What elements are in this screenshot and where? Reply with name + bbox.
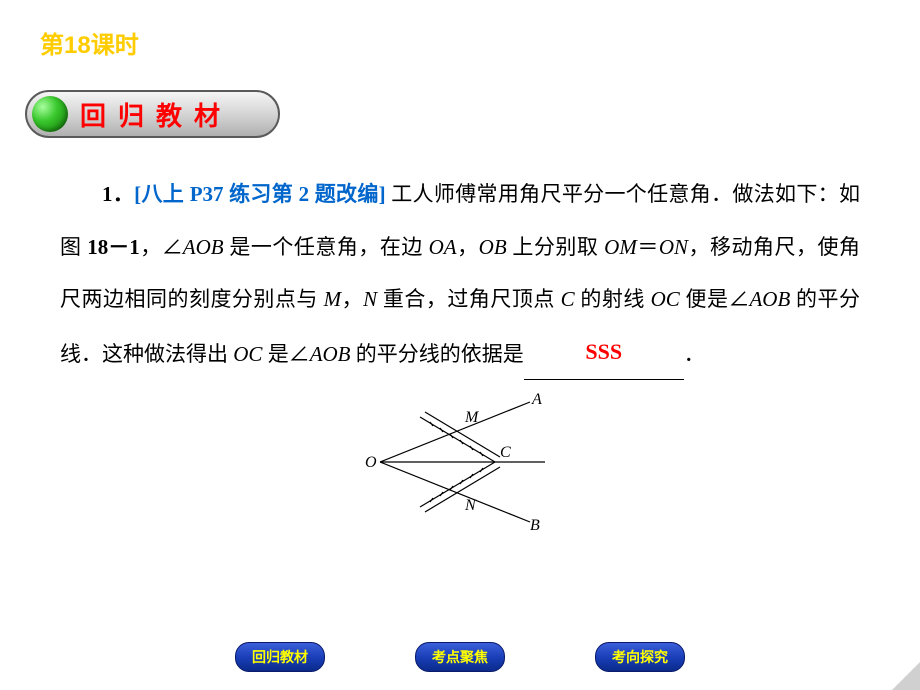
var-aob: AOB — [310, 342, 351, 366]
question-body: 1．[八上 P37 练习第 2 题改编] 工人师傅常用角尺平分一个任意角．做法如… — [0, 138, 920, 382]
var-aob: AOB — [183, 235, 224, 259]
text-seg: ， — [341, 287, 363, 311]
nav-bar: 回归教材 考点聚焦 考向探究 — [0, 642, 920, 672]
var-om: OM — [604, 235, 637, 259]
text-seg: 是∠ — [262, 342, 309, 366]
question-number: 1． — [102, 182, 134, 206]
text-seg: ，∠ — [140, 235, 183, 259]
angle-diagram-svg: O A B C M N — [350, 392, 570, 532]
section-pill: 回归教材 — [25, 90, 280, 138]
var-on: ON — [659, 235, 688, 259]
page-corner-icon — [892, 662, 920, 690]
answer-text: SSS — [585, 339, 622, 364]
lesson-title: 第18课时 — [40, 25, 920, 60]
label-o: O — [365, 454, 377, 471]
nav-return-textbook[interactable]: 回归教材 — [235, 642, 325, 672]
label-a: A — [531, 392, 542, 408]
var-ob: OB — [479, 235, 507, 259]
text-seg: ， — [457, 235, 479, 259]
text-seg: ． — [684, 342, 705, 366]
answer-blank: SSS — [524, 324, 684, 380]
diagram: O A B C M N — [0, 392, 920, 537]
pill-label: 回归教材 — [80, 96, 232, 133]
var-oc: OC — [233, 342, 262, 366]
var-c: C — [561, 287, 575, 311]
ray-ob — [380, 462, 530, 522]
var-m: M — [324, 287, 342, 311]
text-seg: 便是∠ — [680, 287, 750, 311]
label-n: N — [464, 497, 477, 514]
nav-explore[interactable]: 考向探究 — [595, 642, 685, 672]
ball-icon — [32, 96, 68, 132]
label-b: B — [530, 517, 540, 532]
text-seg: 上分别取 — [507, 235, 605, 259]
nav-focus-points[interactable]: 考点聚焦 — [415, 642, 505, 672]
question-source: [八上 P37 练习第 2 题改编] — [134, 182, 386, 206]
var-aob: AOB — [749, 287, 790, 311]
var-oc: OC — [651, 287, 680, 311]
text-seg: 重合，过角尺顶点 — [377, 287, 560, 311]
text-seg: ＝ — [637, 235, 659, 259]
header: 第18课时 — [0, 0, 920, 60]
label-c: C — [500, 444, 511, 461]
var-n: N — [363, 287, 377, 311]
text-seg: 是一个任意角，在边 — [224, 235, 429, 259]
var-oa: OA — [429, 235, 457, 259]
text-seg: 的射线 — [575, 287, 651, 311]
label-m: M — [464, 409, 480, 426]
fig-ref: 18－1 — [87, 235, 140, 259]
text-seg: 的平分线的依据是 — [351, 342, 524, 366]
